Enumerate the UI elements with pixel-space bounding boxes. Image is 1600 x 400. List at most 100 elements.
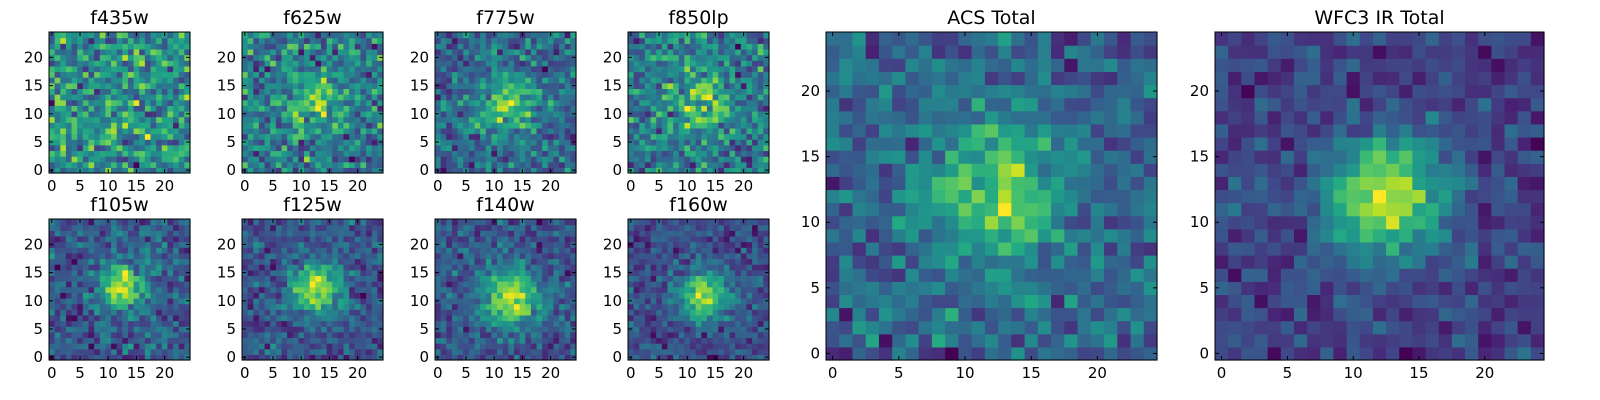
heatmap-cell — [65, 77, 73, 84]
heatmap-cell — [690, 348, 697, 355]
heatmap-cell — [542, 60, 549, 67]
heatmap-cell — [360, 43, 367, 50]
heatmap-cell — [525, 292, 532, 299]
heatmap-cell — [60, 54, 67, 61]
heatmap-cell — [133, 326, 140, 333]
heatmap-cell — [71, 219, 78, 226]
heatmap-cell — [242, 133, 249, 140]
heatmap-cell — [275, 314, 283, 322]
heatmap-cell — [661, 309, 669, 316]
heatmap-cell — [139, 326, 146, 333]
heatmap-cell — [542, 219, 549, 226]
heatmap-cell — [525, 110, 532, 118]
heatmap-cell — [633, 348, 640, 355]
heatmap-cell — [173, 94, 180, 101]
heatmap-cell — [723, 94, 731, 101]
heatmap-cell — [570, 116, 577, 123]
heatmap-cell — [451, 161, 459, 168]
heatmap-cell — [440, 167, 447, 174]
heatmap-cell — [242, 77, 249, 84]
heatmap-cell — [542, 235, 549, 243]
heatmap-cell — [298, 122, 305, 129]
heatmap-cell — [639, 286, 646, 293]
heatmap-cell — [275, 331, 283, 339]
heatmap-cell — [763, 314, 770, 322]
heatmap-cell — [139, 65, 146, 73]
heatmap-cell — [94, 77, 101, 84]
heatmap-cell — [275, 127, 283, 135]
heatmap-cell — [377, 264, 384, 271]
heatmap-cell — [287, 48, 294, 56]
heatmap-cell — [695, 297, 702, 305]
heatmap-cell — [343, 99, 350, 106]
heatmap-cell — [474, 32, 481, 39]
heatmap-cell — [315, 139, 322, 146]
heatmap-cell — [127, 235, 135, 243]
heatmap-cell — [451, 167, 459, 174]
heatmap-cell — [281, 247, 288, 254]
heatmap-cell — [656, 144, 663, 152]
heatmap-cell — [111, 60, 118, 67]
heatmap-cell — [139, 116, 146, 123]
heatmap-cell — [116, 167, 123, 174]
heatmap-cell — [451, 110, 459, 118]
heatmap-cell — [497, 77, 504, 84]
heatmap-cell — [435, 88, 442, 95]
heatmap-cell — [718, 281, 725, 288]
heatmap-cell — [457, 37, 464, 44]
heatmap-cell — [536, 122, 543, 129]
heatmap-cell — [678, 161, 685, 168]
heatmap-cell — [508, 156, 515, 163]
heatmap-cell — [133, 264, 140, 271]
heatmap-cell — [309, 286, 316, 293]
heatmap-cell — [474, 37, 481, 44]
heatmap-cell — [684, 337, 691, 344]
heatmap-cell — [332, 241, 339, 248]
heatmap-cell — [564, 258, 571, 265]
heatmap-cell — [735, 43, 742, 50]
heatmap-cell — [65, 122, 73, 129]
heatmap-cell — [349, 105, 356, 112]
heatmap-cell — [111, 252, 118, 260]
heatmap-cell — [139, 54, 146, 61]
heatmap-cell — [440, 82, 447, 89]
heatmap-cell — [706, 297, 714, 305]
heatmap-cell — [628, 275, 635, 282]
heatmap-cell — [99, 65, 106, 73]
heatmap-cells — [628, 32, 770, 174]
heatmap-cell — [133, 43, 140, 50]
heatmap-cell — [88, 37, 95, 44]
heatmap-cell — [519, 331, 526, 339]
heatmap-cell — [656, 275, 663, 282]
heatmap-cell — [519, 110, 526, 118]
heatmap-cell — [377, 105, 384, 112]
heatmap-cell — [656, 88, 663, 95]
heatmap-cell — [513, 230, 521, 237]
heatmap-cell — [65, 275, 73, 282]
heatmap-cell — [275, 292, 283, 299]
heatmap-cell — [127, 54, 135, 61]
heatmap-cell — [281, 343, 288, 350]
heatmap-cell — [480, 65, 487, 73]
heatmap-cell — [690, 77, 697, 84]
heatmap-cell — [366, 88, 373, 95]
heatmap-cell — [684, 343, 691, 350]
heatmap-cell — [144, 230, 152, 237]
heatmap-cell — [167, 71, 174, 78]
heatmap-cell — [740, 326, 748, 333]
heatmap-cell — [701, 144, 708, 152]
heatmap-cell — [451, 139, 459, 146]
heatmap-cell — [242, 314, 249, 322]
heatmap-cell — [491, 144, 498, 152]
heatmap-cell — [633, 37, 640, 44]
heatmap-cell — [144, 167, 152, 174]
heatmap-cell — [513, 331, 521, 339]
heatmap-cell — [270, 348, 277, 355]
heatmap-cell — [740, 150, 748, 157]
heatmap-cell — [326, 144, 333, 152]
heatmap-cell — [463, 99, 470, 106]
heatmap-cell — [49, 99, 56, 106]
heatmap-cell — [440, 286, 447, 293]
heatmap-cell — [247, 105, 254, 112]
heatmap-cell — [275, 133, 283, 140]
